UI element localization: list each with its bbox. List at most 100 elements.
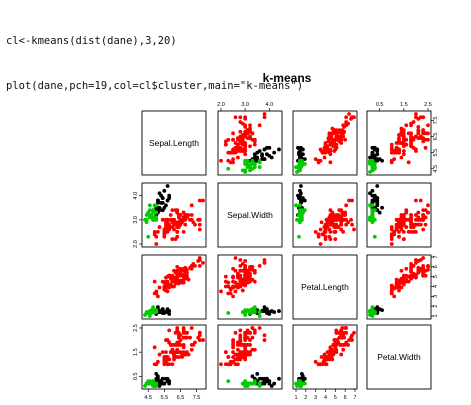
point-cluster2-r3c2-59: [344, 326, 349, 330]
point-cluster2-r1c2-99: [334, 217, 339, 222]
point-cluster1-r1c3-12: [377, 210, 382, 215]
point-cluster2-r1c3-82: [418, 222, 423, 227]
point-cluster2-r2c1-14: [240, 288, 245, 293]
tick-bottom-label-petal-length-2: 2: [304, 395, 307, 401]
point-cluster1-r0c3-29: [375, 149, 380, 153]
point-cluster2-r0c1-35: [252, 142, 257, 147]
point-cluster2-r2c3-99: [409, 273, 413, 278]
point-cluster3-r1c0-27: [154, 215, 159, 220]
tick-bottom-label-petal-length-6: 6: [344, 395, 347, 401]
point-cluster2-r0c2-99: [334, 144, 339, 149]
point-cluster2-r1c2-49: [324, 222, 329, 227]
point-cluster3-r0c2-9: [294, 165, 298, 170]
point-cluster2-r3c1-49: [238, 355, 243, 359]
point-cluster2-r2c1-98: [252, 270, 257, 275]
point-cluster1-r0c2-24: [302, 157, 307, 162]
point-cluster3-r2c3-9: [370, 314, 375, 318]
point-cluster2-r3c0-31: [162, 362, 167, 367]
point-cluster2-r0c3-71: [414, 149, 418, 153]
point-cluster2-r2c0-25: [180, 280, 184, 285]
point-cluster2-r3c0-59: [189, 326, 194, 330]
point-cluster2-r0c1-94: [250, 131, 255, 136]
point-cluster2-r0c1-75: [248, 123, 252, 128]
point-cluster2-r3c0-36: [181, 350, 186, 355]
point-cluster2-r0c2-29: [318, 147, 323, 152]
point-cluster2-r3c1-60: [248, 338, 252, 342]
point-cluster2-r2c1-81: [262, 261, 267, 265]
point-cluster3-r2c1-26: [250, 307, 255, 312]
diagonal-label-petal-length: Petal.Length: [301, 282, 349, 292]
point-cluster2-r1c0-97: [178, 217, 183, 222]
point-cluster2-r0c1-84: [233, 141, 238, 145]
point-cluster2-r1c3-97: [414, 217, 418, 222]
point-cluster3-r1c2-26: [300, 210, 305, 215]
point-cluster2-r2c3-48: [392, 294, 397, 299]
point-cluster1-r1c3-31: [372, 193, 377, 198]
point-cluster2-r2c0-72: [197, 258, 202, 262]
tick-bottom-label-petal-length-3: 3: [314, 395, 317, 401]
point-cluster2-r1c0-79: [189, 217, 194, 222]
point-cluster2-r0c2-48: [313, 157, 318, 162]
point-cluster2-r0c1-95: [243, 131, 248, 136]
point-cluster2-r3c2-79: [341, 347, 346, 352]
panel-frame-sepal-width-vs-sepal-width: [217, 182, 283, 248]
tick-bottom-label-petal-length-4: 4: [324, 395, 327, 401]
point-cluster1-r0c1-26: [260, 153, 264, 158]
point-cluster2-r2c0-98: [173, 270, 178, 275]
point-cluster2-r3c0-52: [188, 335, 193, 340]
tick-right-label-sepal-length-4-5: 4.5: [433, 165, 439, 173]
point-cluster2-r2c3-72: [414, 258, 418, 262]
point-cluster2-r0c2-87: [338, 136, 343, 141]
point-cluster2-r2c1-88: [243, 276, 248, 281]
point-cluster3-r3c1-17: [226, 379, 231, 384]
point-cluster2-r1c3-84: [399, 227, 404, 232]
point-cluster2-r3c1-37: [226, 355, 231, 359]
point-cluster3-r1c2-17: [297, 234, 301, 239]
point-cluster2-r3c0-81: [201, 338, 205, 342]
point-cluster2-r2c1-10: [219, 289, 223, 294]
point-cluster1-r0c3-30: [372, 145, 377, 150]
point-cluster2-r3c1-99: [243, 343, 248, 347]
point-cluster2-r0c3-85: [421, 115, 426, 120]
tick-top-label-petal-width-2-5: 2.5: [424, 102, 432, 108]
point-cluster2-r3c0-34: [160, 350, 165, 355]
point-cluster1-r3c0-23: [154, 372, 159, 376]
point-cluster2-r0c1-96: [231, 137, 235, 142]
point-cluster2-r3c2-93: [342, 330, 347, 335]
point-cluster2-r3c2-41: [329, 352, 334, 357]
point-cluster2-r3c2-72: [350, 338, 354, 342]
point-cluster2-r2c1-48: [231, 294, 235, 299]
point-cluster2-r2c3-41: [399, 278, 404, 283]
panel-frame-petal-width-vs-sepal-width: [217, 324, 283, 390]
point-cluster2-r3c2-80: [344, 340, 349, 345]
point-cluster2-r3c0-82: [176, 333, 181, 338]
point-cluster1-r3c0-31: [159, 379, 164, 384]
point-cluster1-r2c0-4: [167, 312, 172, 316]
point-cluster2-r0c3-83: [401, 137, 406, 142]
point-cluster2-r1c0-48: [155, 230, 160, 234]
point-cluster2-r2c1-49: [238, 283, 243, 288]
point-cluster2-r1c0-43: [154, 234, 159, 239]
tick-top-label-sepal-width-3-0: 3.0: [241, 102, 249, 108]
panel-frame-petal-length-vs-sepal-width: [217, 254, 283, 320]
point-cluster2-r3c2-14: [319, 355, 324, 359]
point-cluster2-r3c1-48: [231, 359, 235, 364]
point-cluster2-r2c0-79: [189, 266, 194, 271]
point-cluster2-r1c2-59: [344, 203, 349, 208]
point-cluster2-r2c1-55: [243, 259, 248, 263]
point-cluster2-r1c3-96: [411, 230, 416, 234]
point-cluster2-r0c2-9: [322, 155, 327, 160]
point-cluster2-r1c0-67: [197, 198, 202, 203]
point-cluster2-r1c2-84: [339, 227, 344, 232]
point-cluster2-r0c3-59: [426, 123, 430, 128]
point-cluster2-r1c0-59: [189, 203, 194, 208]
point-cluster1-r0c2-4: [296, 145, 300, 150]
point-cluster2-r0c1-63: [231, 147, 235, 152]
tick-right-label-petal-length-6: 6: [433, 265, 439, 268]
point-cluster2-r3c2-84: [339, 352, 344, 357]
point-cluster2-r2c1-72: [238, 258, 243, 262]
point-cluster3-r1c0-23: [146, 210, 151, 215]
point-cluster2-r3c2-48: [313, 359, 318, 364]
point-cluster2-r2c1-80: [238, 263, 243, 268]
point-cluster2-r1c2-82: [339, 222, 344, 227]
